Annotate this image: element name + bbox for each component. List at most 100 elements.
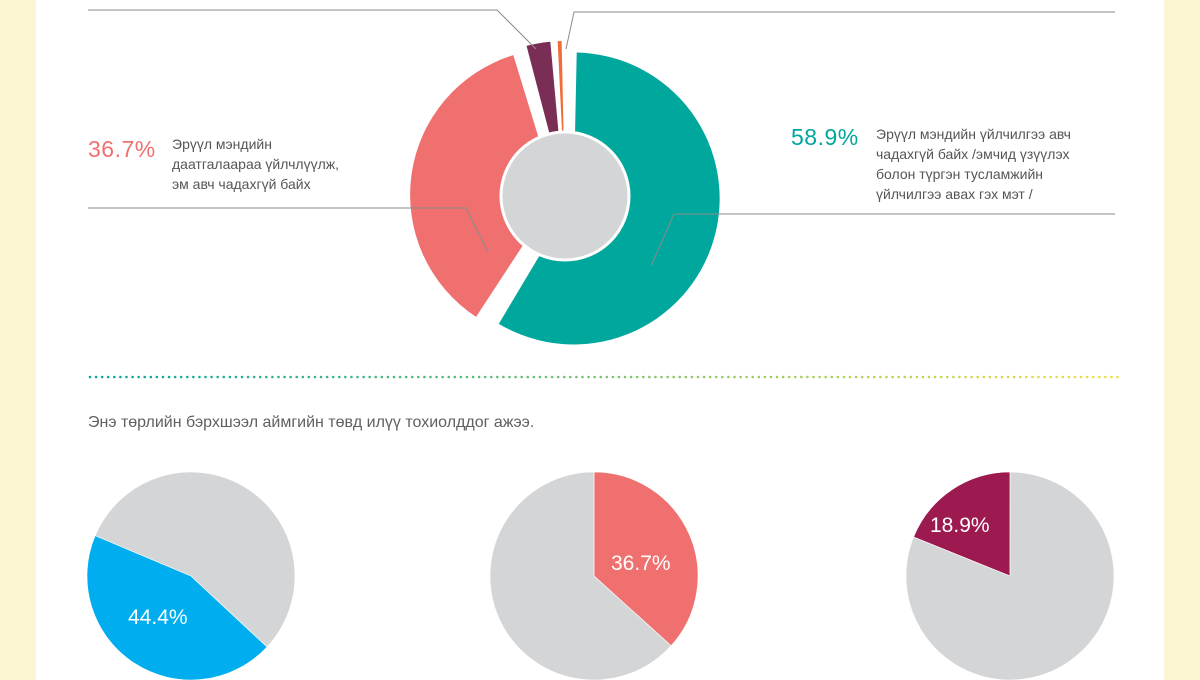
divider-dot xyxy=(1031,375,1034,379)
divider-dot xyxy=(483,375,487,379)
divider-dot xyxy=(1097,375,1101,379)
divider-dot xyxy=(921,375,925,379)
divider-dot xyxy=(1018,375,1022,379)
divider-dot xyxy=(386,375,390,379)
divider-dot xyxy=(745,375,748,379)
divider-dot xyxy=(903,375,907,379)
divider-dot xyxy=(702,375,706,379)
divider-dot xyxy=(1043,375,1046,379)
divider-dot xyxy=(216,375,219,379)
divider-dot xyxy=(453,375,457,379)
divider-dot xyxy=(927,375,931,379)
dotted-divider xyxy=(88,375,1119,379)
divider-dot xyxy=(410,375,414,379)
divider-dot xyxy=(520,375,523,379)
leader-lines xyxy=(88,9,1115,267)
divider-dot xyxy=(477,375,481,379)
divider-dot xyxy=(362,375,365,379)
divider-dot xyxy=(860,375,864,379)
label-line: болон түргэн тусламжийн xyxy=(876,166,1044,182)
divider-dot xyxy=(1061,375,1065,379)
label-line: даатгалаараа үйлчлүүлж, xyxy=(172,156,339,172)
divider-dot xyxy=(617,375,621,379)
divider-dot xyxy=(258,375,262,379)
divider-dot xyxy=(885,375,888,379)
divider-dot xyxy=(958,375,961,379)
divider-dot xyxy=(672,375,675,379)
label-line: Эрүүл мэндийн xyxy=(172,136,272,152)
divider-dot xyxy=(161,375,165,379)
divider-dot xyxy=(1116,375,1119,379)
divider-dot xyxy=(939,375,943,379)
divider-dot xyxy=(125,375,128,379)
divider-dot xyxy=(660,375,663,379)
divider-dot xyxy=(417,375,420,379)
divider-dot xyxy=(155,375,159,379)
divider-dot xyxy=(854,375,858,379)
divider-dot xyxy=(88,375,92,379)
divider-dot xyxy=(1000,375,1004,379)
divider-dot xyxy=(800,375,803,379)
label-line: Эрүүл мэндийн үйлчилгээ авч xyxy=(876,126,1071,142)
divider-dot xyxy=(897,375,900,379)
divider-dot xyxy=(976,375,979,379)
divider-dot xyxy=(787,375,791,379)
divider-dot xyxy=(246,375,250,379)
divider-dot xyxy=(994,375,998,379)
divider-dot xyxy=(538,375,542,379)
divider-dot xyxy=(374,375,378,379)
divider-dot xyxy=(666,375,669,379)
divider-dot xyxy=(350,375,353,379)
divider-dot xyxy=(526,375,530,379)
divider-dot xyxy=(283,375,286,379)
divider-dot xyxy=(933,375,937,379)
divider-dot xyxy=(307,375,311,379)
divider-dot xyxy=(678,375,682,379)
divider-dot xyxy=(532,375,536,379)
divider-dot xyxy=(611,375,615,379)
divider-dot xyxy=(739,375,742,379)
donut-hole xyxy=(499,130,631,262)
divider-dot xyxy=(131,375,134,379)
divider-dot xyxy=(641,375,645,379)
divider-dot xyxy=(234,375,238,379)
divider-dot xyxy=(331,375,335,379)
slice-label-health-service: Эрүүл мэндийн үйлчилгээ авч чадахгүй бай… xyxy=(876,124,1116,204)
divider-dot xyxy=(192,375,195,379)
divider-dot xyxy=(429,375,432,379)
divider-dot xyxy=(185,375,189,379)
divider-dot xyxy=(915,375,919,379)
divider-dot xyxy=(623,375,627,379)
divider-dot xyxy=(1012,375,1016,379)
pie-chart-2 xyxy=(489,471,699,680)
divider-dot xyxy=(277,375,280,379)
divider-dot xyxy=(1067,375,1071,379)
divider-dot xyxy=(879,375,882,379)
divider-dot xyxy=(952,375,955,379)
divider-dot xyxy=(629,375,633,379)
divider-dot xyxy=(599,375,603,379)
divider-dot xyxy=(806,375,809,379)
divider-dot xyxy=(781,375,785,379)
divider-dot xyxy=(271,375,274,379)
divider-dot xyxy=(459,375,463,379)
divider-dot xyxy=(471,375,475,379)
pie-3-value-label: 18.9% xyxy=(930,514,990,537)
pie-3-remainder-slice xyxy=(905,471,1115,680)
divider-dot xyxy=(100,375,104,379)
divider-dot xyxy=(392,375,396,379)
divider-dot xyxy=(465,375,469,379)
leader-line-orange xyxy=(565,11,1115,50)
leader-line-plum xyxy=(88,9,537,50)
divider-dot xyxy=(690,375,694,379)
divider-dot xyxy=(356,375,359,379)
divider-dot xyxy=(404,375,408,379)
divider-dot xyxy=(848,375,852,379)
divider-dot xyxy=(581,375,584,379)
divider-dot xyxy=(337,375,341,379)
divider-dot xyxy=(496,375,499,379)
divider-dot xyxy=(173,375,177,379)
divider-dot xyxy=(489,375,493,379)
divider-dot xyxy=(727,375,730,379)
